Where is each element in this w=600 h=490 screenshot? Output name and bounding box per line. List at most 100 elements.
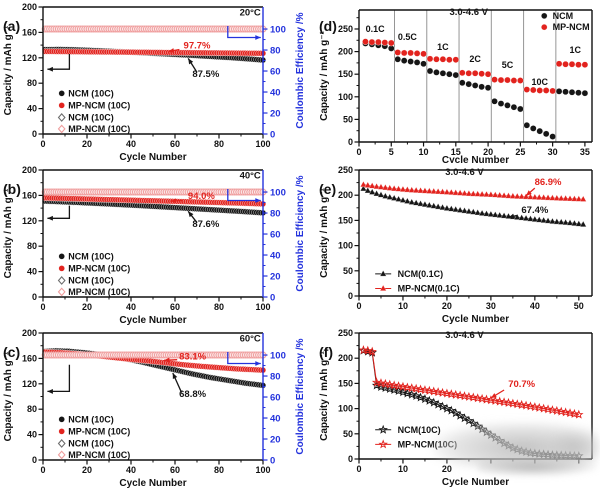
svg-text:120: 120 <box>22 379 37 389</box>
svg-text:0: 0 <box>270 293 275 304</box>
svg-text:100: 100 <box>255 302 270 312</box>
chart-panel-e: 0 10 20 30 40 50 0 50 100 150 200 250 Cycle Number Ca… <box>319 165 593 325</box>
svg-text:Coulombic Efficiency /%: Coulombic Efficiency /% <box>295 175 306 291</box>
svg-text:0: 0 <box>40 302 45 312</box>
svg-text:100: 100 <box>270 351 286 362</box>
svg-text:100: 100 <box>338 92 353 102</box>
svg-text:Cycle Number: Cycle Number <box>119 315 186 326</box>
svg-text:20: 20 <box>442 301 452 311</box>
svg-text:60: 60 <box>270 230 281 241</box>
svg-text:5: 5 <box>389 147 394 157</box>
svg-text:60: 60 <box>270 393 281 404</box>
svg-text:20: 20 <box>82 302 92 312</box>
svg-text:80: 80 <box>214 139 224 149</box>
svg-text:Capacity / mAh g⁻¹: Capacity / mAh g⁻¹ <box>3 25 14 115</box>
svg-text:83.1%: 83.1% <box>179 352 206 363</box>
svg-text:120: 120 <box>22 53 37 63</box>
svg-text:Capacity / mAh g⁻¹: Capacity / mAh g⁻¹ <box>319 350 330 440</box>
chart-panel-d: 0 5 10 15 20 25 30 35 0 50 100 150 200 250 Cycle Numbe… <box>319 7 593 163</box>
svg-text:68.8%: 68.8% <box>179 389 206 400</box>
svg-text:Capacity / mAh g⁻¹: Capacity / mAh g⁻¹ <box>319 30 330 120</box>
svg-text:150: 150 <box>338 378 353 388</box>
svg-text:20°C: 20°C <box>240 7 261 18</box>
svg-text:0: 0 <box>32 455 37 465</box>
svg-text:Cycle Number: Cycle Number <box>442 314 509 325</box>
svg-text:20: 20 <box>270 272 281 283</box>
svg-text:10: 10 <box>398 301 408 311</box>
svg-text:67.4%: 67.4% <box>521 205 548 216</box>
svg-text:80: 80 <box>27 78 37 88</box>
svg-text:40: 40 <box>126 302 136 312</box>
svg-text:80: 80 <box>270 372 281 383</box>
svg-text:5C: 5C <box>502 60 514 70</box>
svg-text:0: 0 <box>270 456 275 467</box>
svg-text:(b): (b) <box>3 181 21 197</box>
svg-text:0: 0 <box>40 465 45 475</box>
svg-text:40: 40 <box>126 139 136 149</box>
svg-text:MP-NCM: MP-NCM <box>553 22 590 32</box>
svg-text:0.1C: 0.1C <box>366 24 386 34</box>
svg-text:250: 250 <box>338 24 353 34</box>
svg-text:Capacity / mAh g⁻¹: Capacity / mAh g⁻¹ <box>3 188 14 278</box>
svg-text:50: 50 <box>574 301 584 311</box>
svg-text:40: 40 <box>270 414 281 425</box>
svg-text:35: 35 <box>580 147 590 157</box>
svg-text:200: 200 <box>22 328 37 338</box>
svg-text:Cycle Number: Cycle Number <box>119 152 186 163</box>
svg-text:Cycle Number: Cycle Number <box>119 478 186 489</box>
svg-text:(c): (c) <box>3 344 20 360</box>
svg-text:MP-NCM (10C): MP-NCM (10C) <box>68 287 130 297</box>
svg-text:120: 120 <box>22 216 37 226</box>
svg-text:100: 100 <box>255 139 270 149</box>
svg-text:1C: 1C <box>437 42 449 52</box>
svg-text:3.0-4.6 V: 3.0-4.6 V <box>449 7 488 18</box>
svg-text:3.0-4.6 V: 3.0-4.6 V <box>445 167 484 178</box>
svg-text:94.0%: 94.0% <box>188 191 215 202</box>
svg-text:Capacity / mAh g⁻¹: Capacity / mAh g⁻¹ <box>319 187 330 277</box>
svg-text:20: 20 <box>483 147 493 157</box>
svg-text:200: 200 <box>338 47 353 57</box>
svg-text:0: 0 <box>356 301 361 311</box>
svg-text:160: 160 <box>22 190 37 200</box>
svg-text:3.0-4.6 V: 3.0-4.6 V <box>445 330 484 341</box>
svg-text:20: 20 <box>270 109 281 120</box>
svg-text:97.7%: 97.7% <box>184 40 211 51</box>
svg-text:200: 200 <box>338 353 353 363</box>
svg-text:40°C: 40°C <box>240 170 261 181</box>
svg-text:0: 0 <box>348 137 353 147</box>
svg-text:87.5%: 87.5% <box>192 69 219 80</box>
svg-text:250: 250 <box>338 165 353 175</box>
svg-text:Coulombic Efficiency /%: Coulombic Efficiency /% <box>295 12 306 128</box>
svg-text:160: 160 <box>22 27 37 37</box>
svg-text:40: 40 <box>270 251 281 262</box>
svg-text:Cycle Number: Cycle Number <box>442 477 509 488</box>
svg-text:15: 15 <box>451 147 461 157</box>
svg-text:0: 0 <box>356 147 361 157</box>
svg-text:(e): (e) <box>319 181 336 197</box>
svg-text:80: 80 <box>27 404 37 414</box>
svg-text:50: 50 <box>343 266 353 276</box>
svg-text:0: 0 <box>356 464 361 474</box>
svg-text:80: 80 <box>214 465 224 475</box>
svg-text:100: 100 <box>270 25 286 36</box>
svg-text:0: 0 <box>32 129 37 139</box>
svg-text:20: 20 <box>442 464 452 474</box>
svg-text:NCM (10C): NCM (10C) <box>68 251 114 261</box>
svg-text:40: 40 <box>530 301 540 311</box>
svg-text:Capacity / mAh g⁻¹: Capacity / mAh g⁻¹ <box>3 351 14 441</box>
svg-text:50: 50 <box>343 429 353 439</box>
svg-text:0: 0 <box>40 139 45 149</box>
svg-text:80: 80 <box>270 46 281 57</box>
svg-text:40: 40 <box>27 267 37 277</box>
svg-text:0: 0 <box>348 291 353 301</box>
svg-text:MP-NCM (10C): MP-NCM (10C) <box>68 100 130 110</box>
svg-text:80: 80 <box>270 209 281 220</box>
svg-text:MP-NCM(0.1C): MP-NCM(0.1C) <box>398 283 460 293</box>
svg-text:40: 40 <box>27 430 37 440</box>
svg-text:30: 30 <box>548 147 558 157</box>
svg-text:87.6%: 87.6% <box>192 219 219 230</box>
svg-text:160: 160 <box>22 353 37 363</box>
